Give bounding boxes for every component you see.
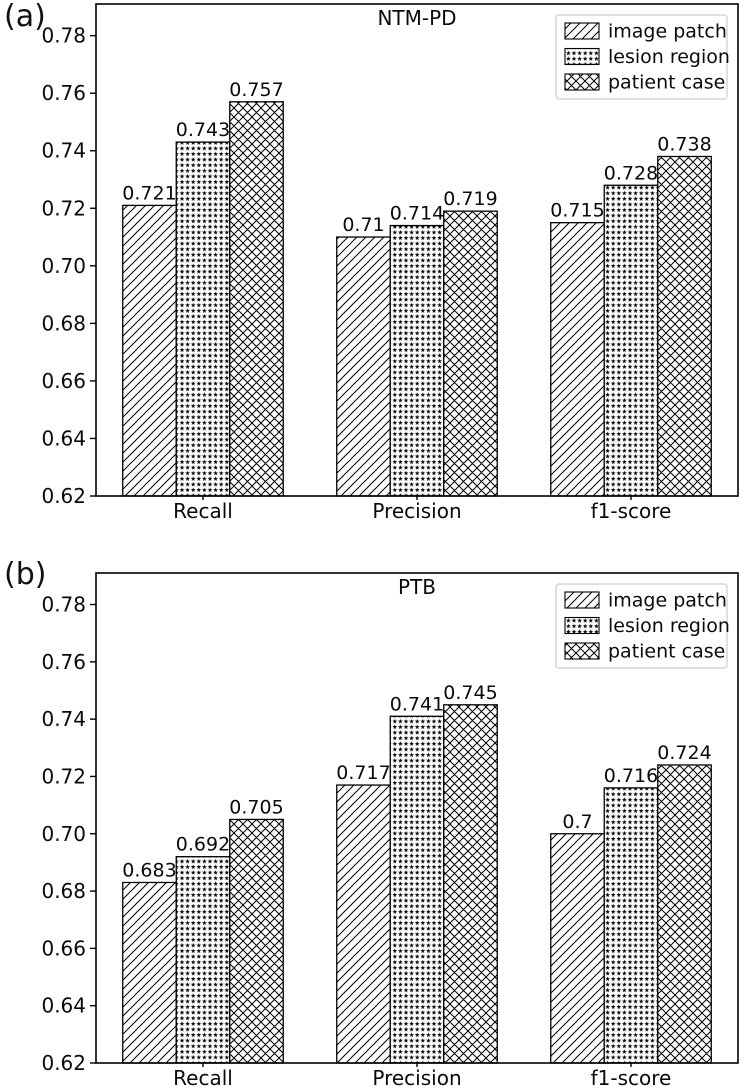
bar-diagonal-lines xyxy=(336,784,391,1064)
bar-stars xyxy=(603,787,659,1064)
bar-value-label: 0.719 xyxy=(443,188,497,210)
y-tick-label: 0.72 xyxy=(41,196,86,220)
bar-stars xyxy=(175,141,231,497)
legend-label: image patch xyxy=(608,590,727,612)
bar-crosshatch xyxy=(229,818,284,1064)
bar-crosshatch xyxy=(657,155,712,497)
y-tick-label: 0.66 xyxy=(41,936,86,960)
bar-value-label: 0.683 xyxy=(122,859,176,881)
plot-border xyxy=(95,3,739,497)
bar-crosshatch xyxy=(229,101,284,497)
plot-border xyxy=(95,572,739,1064)
bar-diagonal-lines xyxy=(336,236,391,497)
bar-value-label: 0.7 xyxy=(562,811,592,833)
bar-crosshatch xyxy=(443,210,498,497)
chart-title: NTM-PD xyxy=(377,6,456,30)
y-tick-label: 0.76 xyxy=(41,650,86,674)
bar-crosshatch xyxy=(657,764,712,1064)
subfigure-b: (b) 0.62 0.64 0.66 0.68 0.70 0.72 0.74 0.76 0.78… xyxy=(0,545,741,1086)
y-tick-label: 0.70 xyxy=(41,254,86,278)
legend-label: lesion region xyxy=(608,46,730,68)
legend-swatch-crosshatch xyxy=(564,73,600,91)
y-tick-label: 0.78 xyxy=(41,24,86,48)
subfigure-a-label: (a) xyxy=(4,0,46,34)
y-tick-label: 0.78 xyxy=(41,593,86,617)
bar-crosshatch xyxy=(443,704,498,1064)
bar-value-label: 0.714 xyxy=(390,203,444,225)
y-tick-label: 0.64 xyxy=(41,994,86,1018)
legend-swatch-diagonal-lines xyxy=(564,591,600,609)
bar-diagonal-lines xyxy=(122,204,177,497)
bar-chart-ptb: 0.62 0.64 0.66 0.68 0.70 0.72 0.74 0.76 0.78 Reca… xyxy=(41,572,739,1086)
bar-value-label: 0.715 xyxy=(550,200,604,222)
bar-value-label: 0.692 xyxy=(176,834,230,856)
legend-swatch-crosshatch xyxy=(564,642,600,660)
legend-swatch-diagonal-lines xyxy=(564,22,600,40)
y-tick-label: 0.66 xyxy=(41,369,86,393)
bar-chart-ntm-pd: 0.62 0.64 0.66 0.68 0.70 0.72 0.74 0.76 0.78 Reca… xyxy=(41,3,739,523)
chart-title: PTB xyxy=(398,575,436,599)
bar-diagonal-lines xyxy=(122,881,177,1064)
bar-diagonal-lines xyxy=(550,222,605,497)
subfigure-a: (a) 0.62 0.64 0.66 0.68 0.70 0.72 0.74 0.76 0.78… xyxy=(4,0,739,523)
bar-value-label: 0.743 xyxy=(176,119,230,141)
x-category-label: Recall xyxy=(173,499,233,523)
y-tick-label: 0.68 xyxy=(41,879,86,903)
x-category-label: Precision xyxy=(372,1066,461,1086)
bar-value-label: 0.716 xyxy=(604,765,658,787)
x-category-label: f1-score xyxy=(591,499,672,523)
legend-swatch-stars xyxy=(564,616,600,635)
bar-value-label: 0.745 xyxy=(443,682,497,704)
bar-stars xyxy=(175,856,231,1064)
y-tick-label: 0.74 xyxy=(41,707,86,731)
bar-value-label: 0.705 xyxy=(229,796,283,818)
y-tick-label: 0.72 xyxy=(41,764,86,788)
bar-stars xyxy=(389,224,445,497)
y-tick-label: 0.68 xyxy=(41,311,86,335)
legend-label: image patch xyxy=(608,21,727,43)
legend-label: patient case xyxy=(608,72,725,94)
x-category-label: f1-score xyxy=(591,1066,672,1086)
y-tick-label: 0.74 xyxy=(41,139,86,163)
bar-value-label: 0.728 xyxy=(604,162,658,184)
bar-value-label: 0.724 xyxy=(657,742,711,764)
bar-diagonal-lines xyxy=(550,833,605,1064)
y-tick-label: 0.64 xyxy=(41,426,86,450)
subfigure-b-label: (b) xyxy=(4,557,47,592)
bar-value-label: 0.757 xyxy=(229,79,283,101)
legend-label: lesion region xyxy=(608,615,730,637)
x-category-label: Precision xyxy=(372,499,461,523)
y-tick-label: 0.62 xyxy=(41,1051,86,1075)
legend-label: patient case xyxy=(608,641,725,663)
bar-value-label: 0.717 xyxy=(336,762,390,784)
legend-swatch-stars xyxy=(564,47,600,66)
bar-value-label: 0.71 xyxy=(342,214,384,236)
bar-value-label: 0.741 xyxy=(390,693,444,715)
y-tick-label: 0.62 xyxy=(41,484,86,508)
bar-stars xyxy=(389,715,445,1064)
bar-value-label: 0.738 xyxy=(657,133,711,155)
x-category-label: Recall xyxy=(173,1066,233,1086)
y-tick-label: 0.76 xyxy=(41,81,86,105)
bar-stars xyxy=(603,184,659,497)
y-tick-label: 0.70 xyxy=(41,822,86,846)
bar-value-label: 0.721 xyxy=(122,182,176,204)
